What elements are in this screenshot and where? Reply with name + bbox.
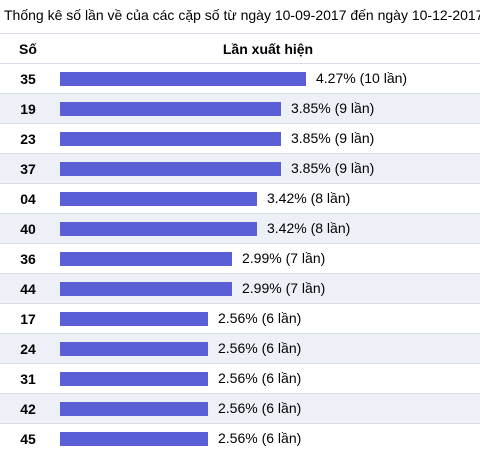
bar-label: 2.99% (7 lần) (242, 274, 325, 303)
bar-label: 2.56% (6 lần) (218, 334, 301, 363)
table-row: 24 2.56% (6 lần) (0, 334, 480, 364)
table-row: 04 3.42% (8 lần) (0, 184, 480, 214)
bar-label: 3.85% (9 lần) (291, 94, 374, 123)
table-row: 40 3.42% (8 lần) (0, 214, 480, 244)
row-number: 45 (0, 424, 56, 453)
table-row: 31 2.56% (6 lần) (0, 364, 480, 394)
bar-cell: 3.42% (8 lần) (56, 184, 480, 214)
bar (60, 432, 208, 446)
bar (60, 132, 281, 146)
bar (60, 102, 281, 116)
row-number: 19 (0, 94, 56, 124)
bar (60, 72, 306, 86)
bar-cell: 2.56% (6 lần) (56, 304, 480, 334)
bar-label: 2.56% (6 lần) (218, 304, 301, 333)
bar-cell: 4.27% (10 lần) (56, 64, 480, 94)
bar-label: 2.56% (6 lần) (218, 424, 301, 453)
count-column-header: Lần xuất hiện (56, 34, 480, 64)
row-number: 42 (0, 394, 56, 424)
bar (60, 312, 208, 326)
bar-cell: 3.85% (9 lần) (56, 94, 480, 124)
bar-label: 3.85% (9 lần) (291, 154, 374, 183)
table-row: 35 4.27% (10 lần) (0, 64, 480, 94)
bar-cell: 2.99% (7 lần) (56, 274, 480, 304)
row-number: 31 (0, 364, 56, 394)
row-number: 35 (0, 64, 56, 94)
bar-cell: 2.56% (6 lần) (56, 334, 480, 364)
row-number: 17 (0, 304, 56, 334)
table-row: 36 2.99% (7 lần) (0, 244, 480, 274)
bar (60, 282, 232, 296)
bar (60, 222, 257, 236)
row-number: 37 (0, 154, 56, 184)
table-row: 44 2.99% (7 lần) (0, 274, 480, 304)
bar (60, 162, 281, 176)
bar-cell: 3.85% (9 lần) (56, 124, 480, 154)
bar (60, 252, 232, 266)
row-number: 44 (0, 274, 56, 304)
row-number: 36 (0, 244, 56, 274)
bar (60, 402, 208, 416)
bar-cell: 2.56% (6 lần) (56, 364, 480, 394)
bar-cell: 3.42% (8 lần) (56, 214, 480, 244)
table-row: 37 3.85% (9 lần) (0, 154, 480, 184)
table-row: 19 3.85% (9 lần) (0, 94, 480, 124)
table-row: 17 2.56% (6 lần) (0, 304, 480, 334)
table-row: 42 2.56% (6 lần) (0, 394, 480, 424)
row-number: 23 (0, 124, 56, 154)
table-row: 23 3.85% (9 lần) (0, 124, 480, 154)
bar-label: 2.56% (6 lần) (218, 394, 301, 423)
row-number: 24 (0, 334, 56, 364)
bar-label: 2.56% (6 lần) (218, 364, 301, 393)
bar-label: 2.99% (7 lần) (242, 244, 325, 273)
row-number: 04 (0, 184, 56, 214)
number-column-header: Số (0, 34, 56, 64)
bar-cell: 3.85% (9 lần) (56, 154, 480, 184)
stats-table: Số Lần xuất hiện 35 4.27% (10 lần) 19 3.85%… (0, 33, 480, 453)
bar-cell: 2.99% (7 lần) (56, 244, 480, 274)
bar (60, 342, 208, 356)
bar-label: 4.27% (10 lần) (316, 64, 407, 93)
table-header-row: Số Lần xuất hiện (0, 34, 480, 64)
bar-label: 3.42% (8 lần) (267, 214, 350, 243)
bar-label: 3.85% (9 lần) (291, 124, 374, 153)
bar-cell: 2.56% (6 lần) (56, 394, 480, 424)
row-number: 40 (0, 214, 56, 244)
bar (60, 192, 257, 206)
bar (60, 372, 208, 386)
bar-label: 3.42% (8 lần) (267, 184, 350, 213)
bar-cell: 2.56% (6 lần) (56, 424, 480, 453)
chart-title: Thống kê số lần về của các cặp số từ ngà… (0, 0, 480, 30)
table-row: 45 2.56% (6 lần) (0, 424, 480, 453)
